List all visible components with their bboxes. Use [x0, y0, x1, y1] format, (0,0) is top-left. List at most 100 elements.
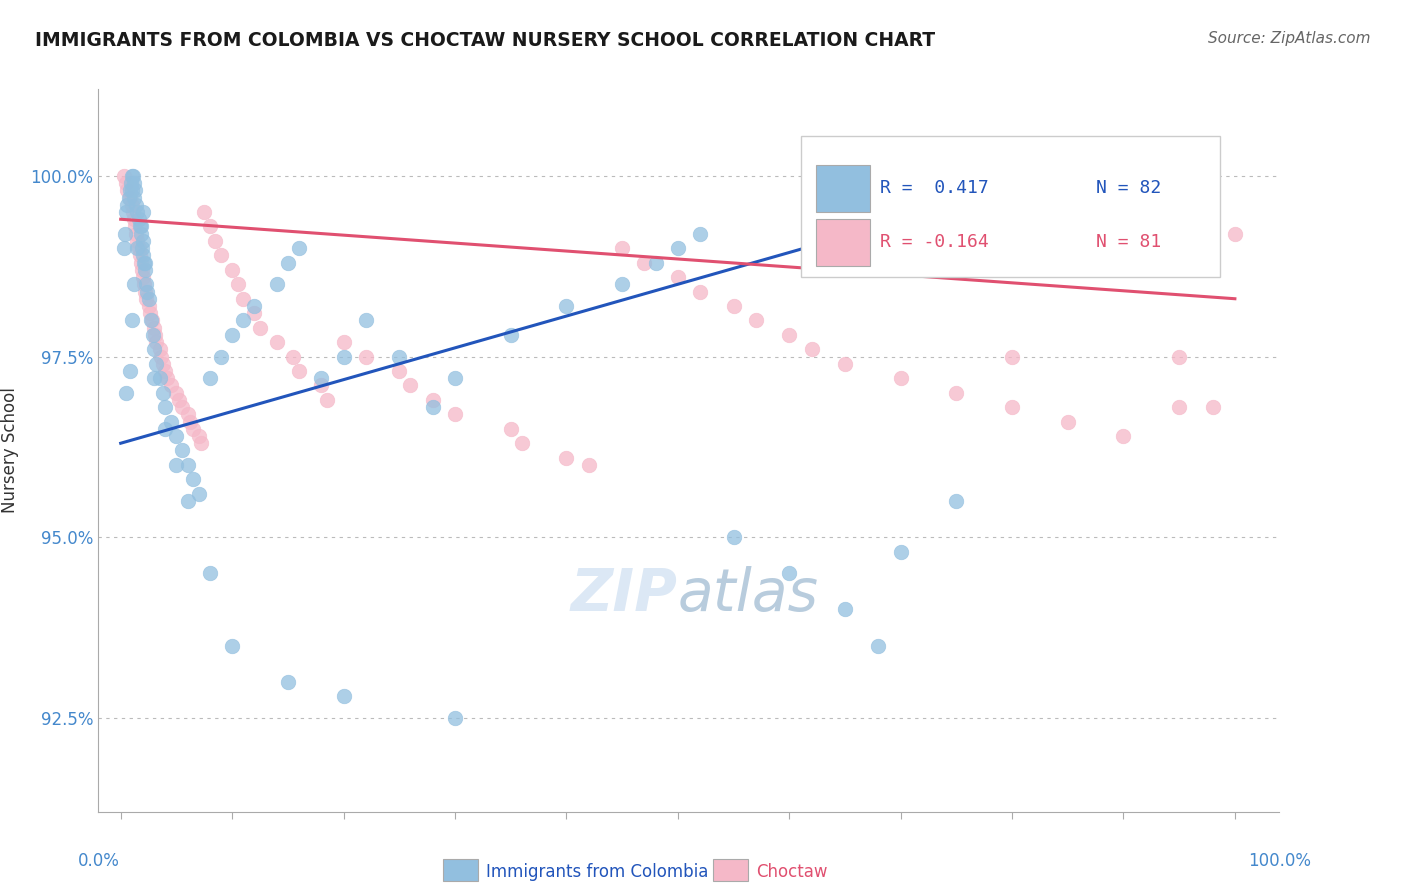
Point	[388, 364, 411, 378]
Text: Immigrants from Colombia: Immigrants from Colombia	[486, 863, 709, 881]
Point	[117, 198, 139, 212]
Point	[170, 443, 193, 458]
Point	[1112, 429, 1135, 443]
Point	[122, 176, 145, 190]
Point	[152, 385, 174, 400]
Point	[149, 350, 172, 364]
Point	[1201, 400, 1223, 414]
Point	[277, 255, 299, 269]
Point	[132, 255, 155, 269]
Point	[115, 385, 138, 400]
Point	[723, 530, 745, 544]
Point	[129, 227, 152, 241]
Point	[128, 219, 150, 234]
Point	[723, 299, 745, 313]
Point	[354, 313, 377, 327]
Text: Source: ZipAtlas.com: Source: ZipAtlas.com	[1208, 31, 1371, 46]
Text: atlas: atlas	[678, 566, 818, 624]
Point	[132, 248, 155, 262]
Point	[221, 263, 243, 277]
Point	[145, 335, 167, 350]
Point	[112, 241, 135, 255]
Point	[131, 263, 153, 277]
Text: ZIP: ZIP	[571, 566, 678, 624]
Point	[399, 378, 422, 392]
Point	[1001, 350, 1024, 364]
Point	[125, 198, 148, 212]
Point	[136, 285, 159, 299]
Point	[121, 169, 143, 183]
Point	[122, 169, 145, 183]
Point	[128, 241, 150, 255]
Point	[1223, 227, 1246, 241]
Point	[131, 241, 153, 255]
Point	[143, 371, 166, 385]
Point	[1168, 400, 1191, 414]
Point	[129, 255, 152, 269]
Point	[138, 292, 160, 306]
Point	[122, 212, 145, 227]
Point	[249, 320, 271, 334]
Point	[143, 320, 166, 334]
Point	[139, 313, 162, 327]
Point	[332, 335, 354, 350]
Point	[890, 371, 912, 385]
Point	[132, 205, 155, 219]
Point	[444, 371, 467, 385]
Point	[127, 241, 149, 255]
Point	[243, 306, 266, 320]
Point	[165, 385, 187, 400]
Point	[128, 212, 150, 227]
Point	[149, 343, 172, 357]
Point	[499, 327, 522, 342]
Point	[155, 400, 177, 414]
Point	[114, 227, 136, 241]
FancyBboxPatch shape	[817, 165, 870, 212]
Point	[610, 241, 633, 255]
Point	[689, 285, 711, 299]
Point	[1056, 415, 1078, 429]
Point	[156, 371, 179, 385]
Point	[315, 392, 337, 407]
Text: R = -0.164: R = -0.164	[880, 234, 988, 252]
Point	[243, 299, 266, 313]
Point	[232, 292, 254, 306]
Point	[198, 371, 221, 385]
Point	[198, 219, 221, 234]
Text: IMMIGRANTS FROM COLOMBIA VS CHOCTAW NURSERY SCHOOL CORRELATION CHART: IMMIGRANTS FROM COLOMBIA VS CHOCTAW NURS…	[35, 31, 935, 50]
Point	[181, 472, 204, 486]
Point	[309, 378, 332, 392]
Point	[868, 639, 890, 653]
Point	[132, 277, 155, 292]
Point	[266, 277, 288, 292]
Y-axis label: Nursery School: Nursery School	[1, 387, 20, 514]
Point	[112, 169, 135, 183]
Point	[141, 313, 163, 327]
Point	[510, 436, 533, 450]
Point	[422, 400, 444, 414]
FancyBboxPatch shape	[801, 136, 1220, 277]
Point	[945, 494, 967, 508]
Point	[118, 364, 141, 378]
Point	[209, 350, 232, 364]
Point	[778, 566, 800, 581]
Point	[181, 422, 204, 436]
Point	[117, 191, 139, 205]
Text: N = 81: N = 81	[1097, 234, 1161, 252]
Point	[167, 392, 190, 407]
Point	[221, 639, 243, 653]
Point	[176, 408, 198, 422]
Point	[138, 306, 160, 320]
Point	[115, 176, 138, 190]
Point	[132, 270, 155, 285]
Point	[135, 292, 157, 306]
Point	[127, 205, 149, 219]
Point	[288, 241, 311, 255]
Point	[187, 487, 209, 501]
Point	[132, 234, 155, 248]
Point	[149, 371, 172, 385]
Point	[890, 544, 912, 558]
Point	[134, 263, 156, 277]
Point	[555, 450, 578, 465]
Point	[187, 429, 209, 443]
